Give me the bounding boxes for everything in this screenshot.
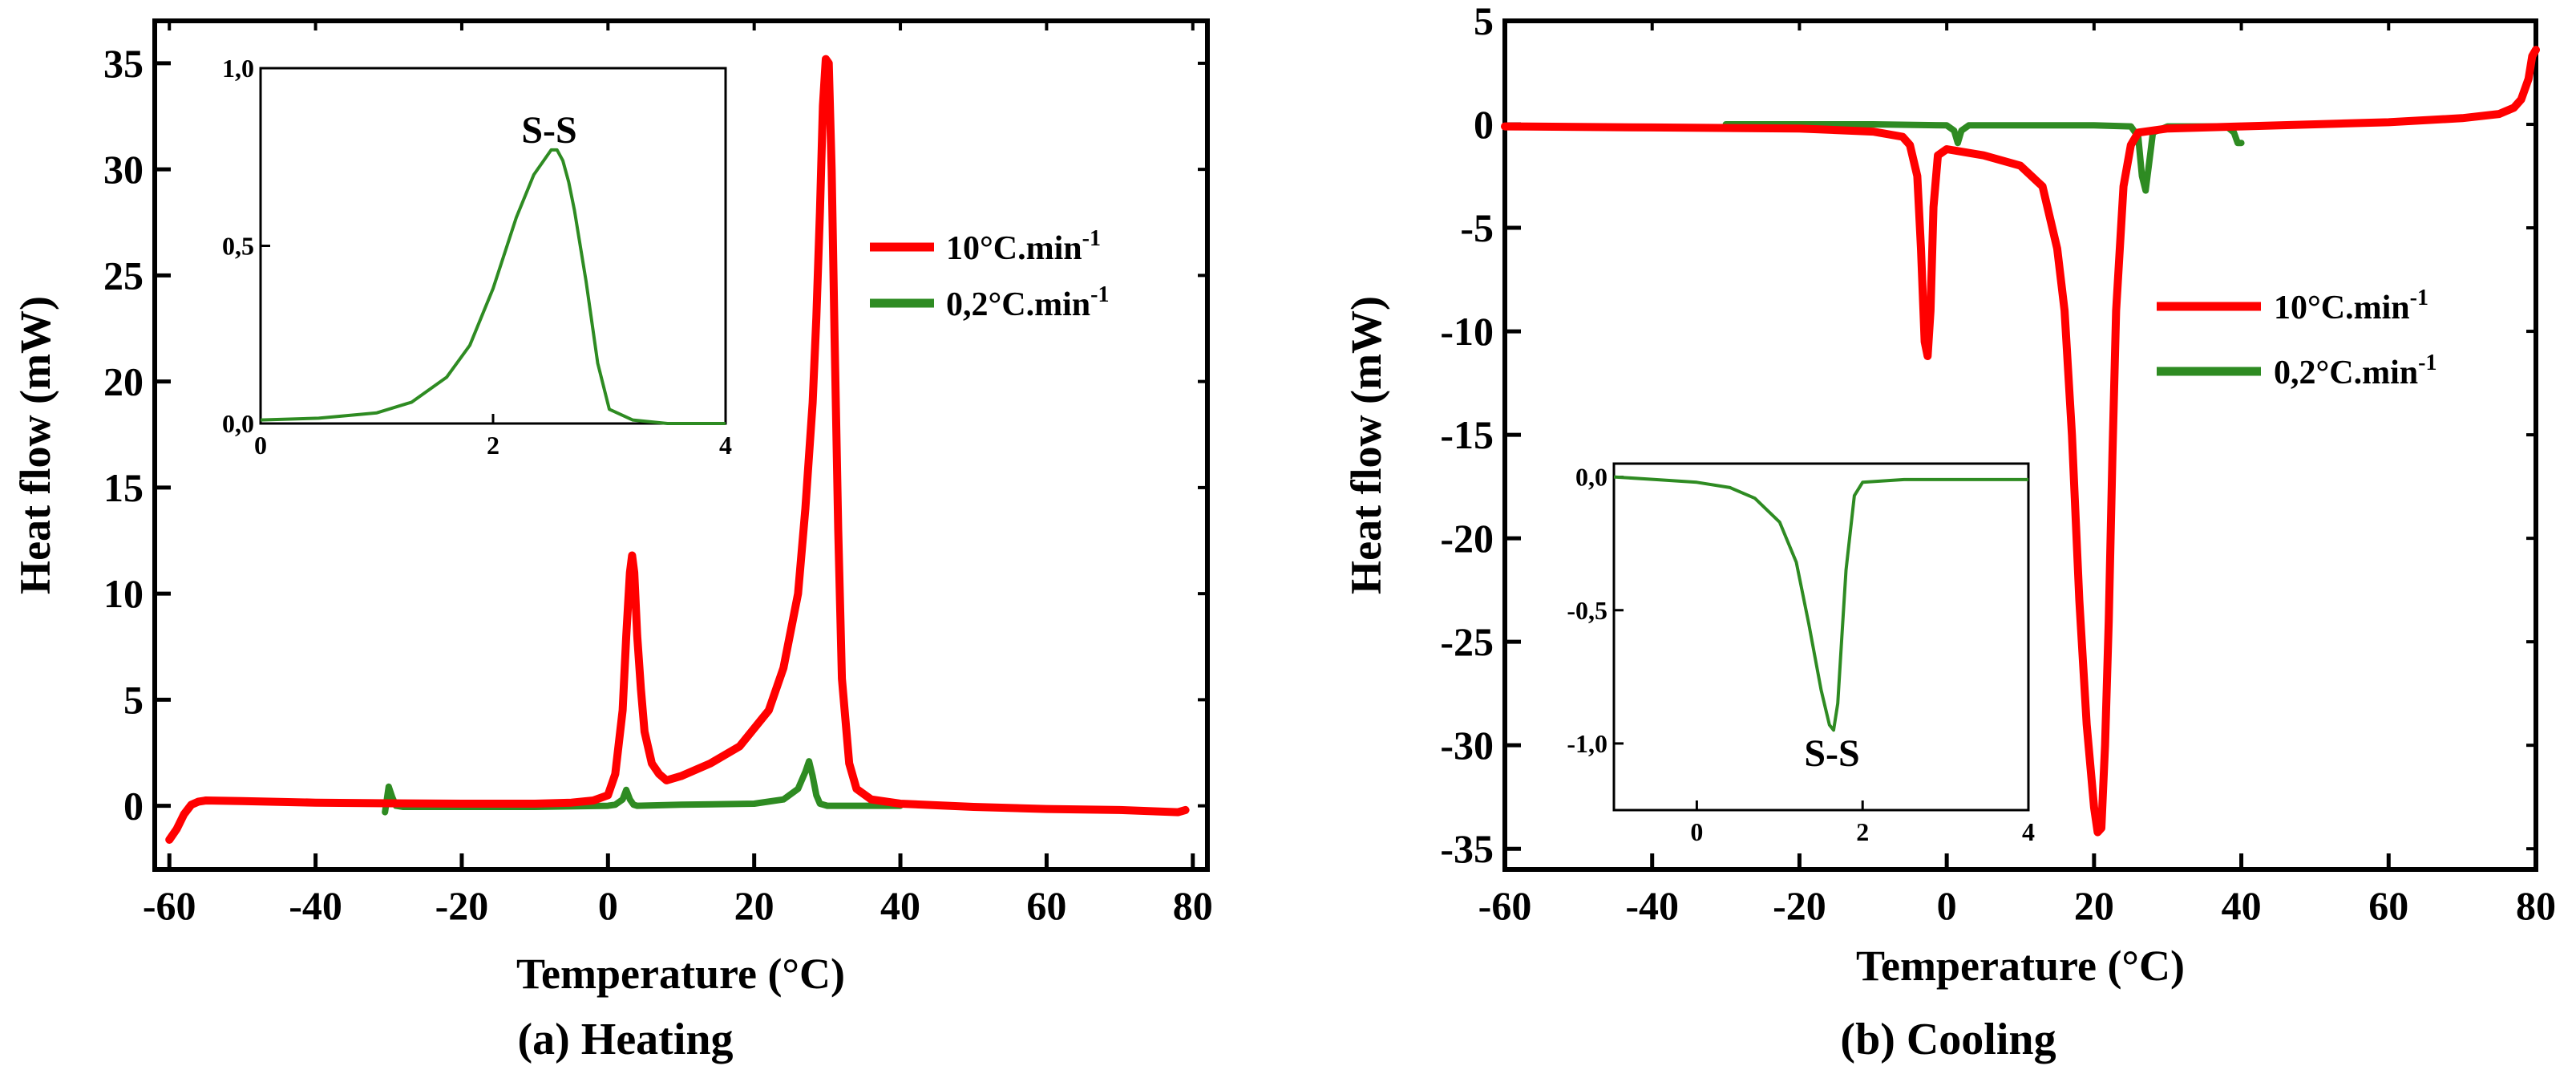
y-tick-label: -10 (1440, 309, 1494, 354)
y-tick-label: -35 (1440, 826, 1494, 871)
panel-b-inset-ticks: 0,0 -0,5 -1,0 0 2 4 (1567, 463, 2035, 846)
inset-y-tick-label: 0,0 (1575, 463, 1607, 492)
y-tick-label: -30 (1440, 723, 1494, 768)
y-tick-label: 5 (123, 677, 144, 722)
inset-y-tick-label: 0,0 (222, 409, 254, 438)
legend-a-label-red: 10°C.min-1 (946, 226, 1101, 267)
inset-x-tick-label: 2 (487, 431, 499, 460)
inset-series-line (260, 148, 726, 425)
x-tick-label: -40 (289, 883, 342, 928)
y-tick-label: -25 (1440, 619, 1494, 664)
x-tick-label: -20 (435, 883, 489, 928)
series-line-red-10C (165, 55, 1190, 844)
x-tick-label: -20 (1773, 883, 1826, 928)
panel-b-y-axis-title: Heat flow (mW) (1342, 296, 1390, 594)
legend-b-label-green: 0,2°C.min-1 (2274, 351, 2436, 391)
y-tick-label: 30 (103, 147, 144, 192)
inset-x-tick-label: 4 (2022, 817, 2035, 846)
x-tick-label: 0 (1937, 883, 1957, 928)
inset-y-tick-label: -0,5 (1567, 596, 1607, 625)
inset-y-tick-label: 1,0 (222, 54, 254, 83)
y-tick-label: 15 (103, 465, 144, 510)
panel-a-inset-line (260, 148, 726, 425)
legend-a-label-green: 0,2°C.min-1 (946, 282, 1109, 323)
panel-b-x-axis-title: Temperature (°C) (1856, 942, 2185, 990)
x-tick-label: -60 (143, 883, 196, 928)
y-tick-label: 10 (103, 571, 144, 616)
y-tick-label: -20 (1440, 516, 1494, 561)
legend-b-label-red: 10°C.min-1 (2274, 286, 2428, 326)
y-tick-label: 5 (1474, 0, 1494, 43)
y-tick-label: -5 (1460, 205, 1494, 250)
y-tick-label: 20 (103, 359, 144, 404)
panel-a-x-axis-title: Temperature (°C) (516, 950, 845, 998)
panel-b-inset-label: S-S (1804, 732, 1859, 775)
x-tick-label: 40 (2222, 883, 2262, 928)
panel-b-y-ticks: 5 0 -5 -10 -15 -20 -25 -30 -35 (1440, 0, 2536, 871)
x-tick-label: -60 (1478, 883, 1532, 928)
x-tick-label: 20 (2074, 883, 2114, 928)
inset-y-tick-label: -1,0 (1567, 729, 1607, 758)
x-tick-label: 80 (2516, 883, 2556, 928)
panel-b-inset: 0,0 -0,5 -1,0 0 2 4 S-S (1567, 462, 2035, 846)
x-tick-label: 60 (1026, 883, 1066, 928)
panel-a-series-lines (165, 55, 1190, 844)
panel-a-inset-ticks: 0,0 0,5 1,0 0 2 4 (222, 54, 732, 460)
inset-x-tick-label: 4 (719, 431, 732, 460)
x-tick-label: 40 (880, 883, 920, 928)
x-tick-label: -40 (1625, 883, 1679, 928)
panel-b-plot-frame (1502, 18, 2538, 872)
y-tick-label: -15 (1440, 412, 1494, 457)
y-tick-label: 35 (103, 41, 144, 86)
x-tick-label: 20 (734, 883, 774, 928)
inset-series-line (1613, 475, 2028, 732)
panel-b-inset-line (1613, 475, 2028, 732)
panel-a-legend: 10°C.min-1 0,2°C.min-1 (870, 226, 1109, 323)
panel-b-x-ticks: -60 -40 -20 0 20 40 60 80 (1478, 21, 2556, 928)
x-tick-label: 80 (1173, 883, 1213, 928)
panel-b-series-lines (1501, 46, 2540, 837)
y-tick-label: 0 (123, 784, 144, 829)
x-tick-label: 0 (598, 883, 618, 928)
panel-a-x-ticks: -60 -40 -20 0 20 40 60 80 (143, 21, 1213, 928)
panel-a-inset-label: S-S (521, 109, 576, 152)
inset-x-tick-label: 0 (254, 431, 267, 460)
panel-b-caption: (b) Cooling (1840, 1015, 2056, 1064)
series-line-red-10C (1501, 46, 2540, 837)
inset-x-tick-label: 2 (1856, 817, 1869, 846)
y-tick-label: 0 (1474, 102, 1494, 147)
panel-b-inset-frame (1612, 462, 2030, 812)
inset-y-tick-label: 0,5 (222, 232, 254, 261)
panel-a-y-axis-title: Heat flow (mW) (11, 296, 59, 594)
panel-b-cooling: 50-5-10-15-20-25-30-35 -60 -40 -20 0 20 40 60 8… (1342, 0, 2556, 1064)
panel-a-plot-frame (152, 18, 1210, 872)
panel-a-inset: 0,0 0,5 1,0 0 2 4 S-S (222, 54, 732, 460)
panel-b-legend: 10°C.min-1 0,2°C.min-1 (2157, 286, 2436, 391)
y-tick-label: 25 (103, 253, 144, 298)
panel-a-inset-frame (259, 67, 727, 425)
inset-x-tick-label: 0 (1690, 817, 1703, 846)
x-tick-label: 60 (2368, 883, 2408, 928)
panel-a-caption: (a) Heating (517, 1015, 733, 1064)
